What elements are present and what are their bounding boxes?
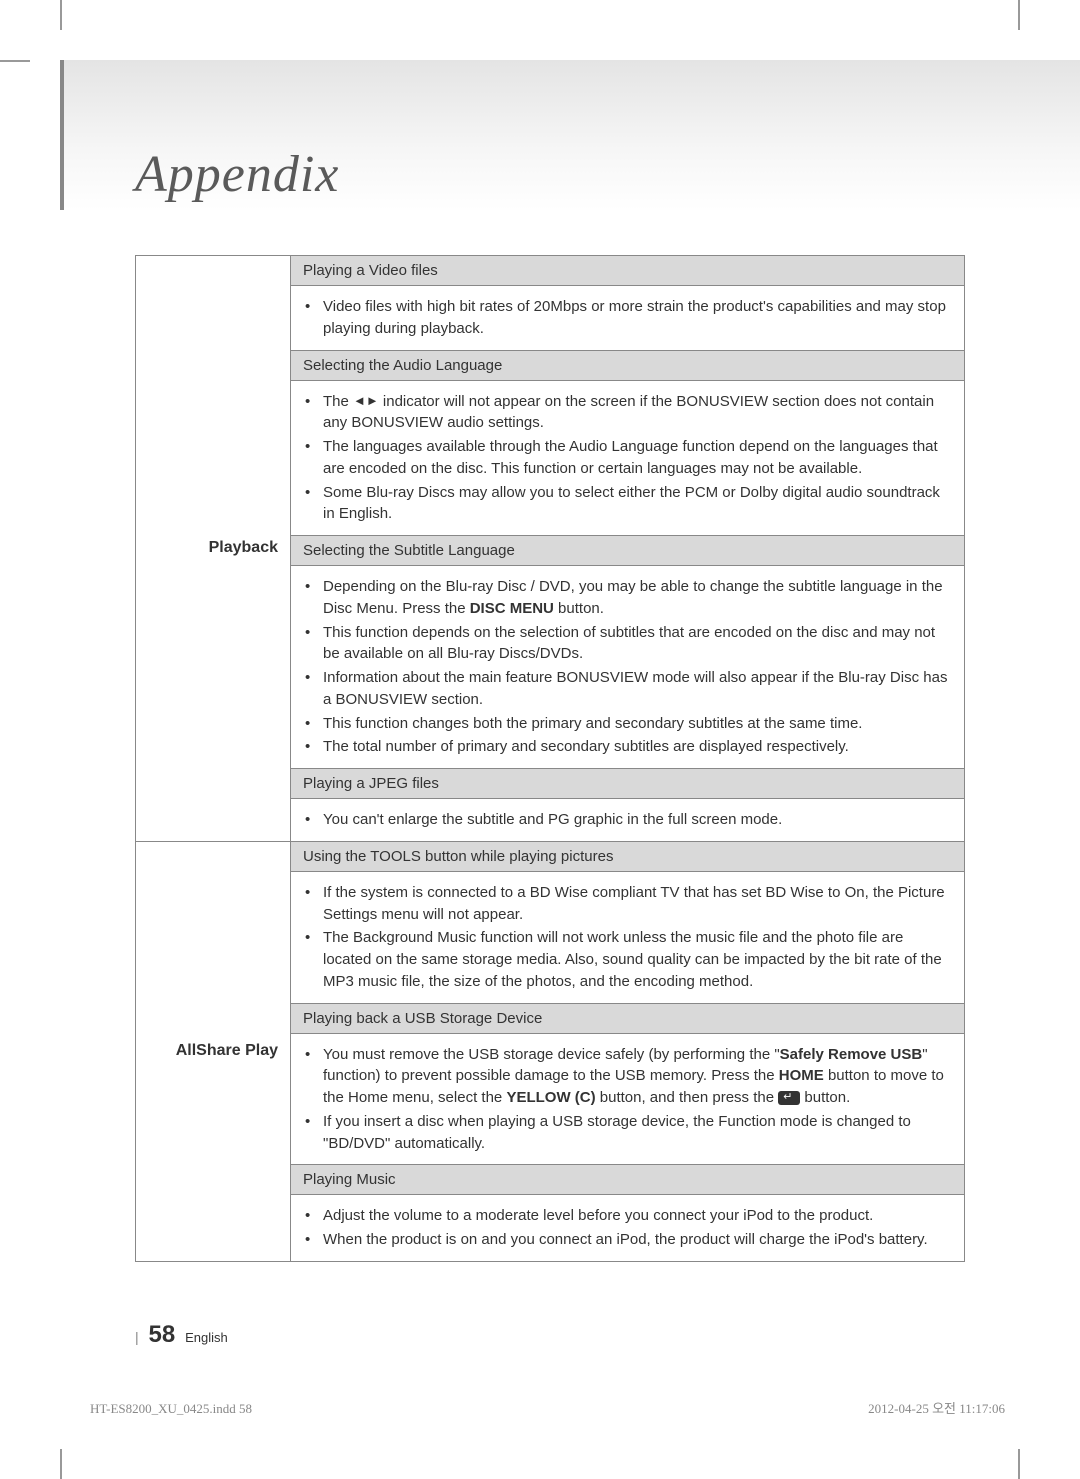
subhead: Selecting the Subtitle Language (291, 536, 965, 566)
left-right-arrows-icon: ◄► (353, 392, 379, 411)
subhead: Playing a Video files (291, 256, 965, 286)
list-item: Adjust the volume to a moderate level be… (317, 1205, 952, 1227)
page-footer: | 58 English (135, 1321, 228, 1349)
list-item: If the system is connected to a BD Wise … (317, 882, 952, 926)
category-allshare: AllShare Play (136, 841, 291, 1261)
category-playback: Playback (136, 256, 291, 842)
crop-mark (60, 1449, 62, 1479)
print-timestamp: 2012-04-25 오전 11:17:06 (868, 1398, 1005, 1417)
body-cell: Video files with high bit rates of 20Mbp… (291, 286, 965, 351)
list-item: The languages available through the Audi… (317, 436, 952, 480)
body-cell: You must remove the USB storage device s… (291, 1033, 965, 1165)
subhead: Playing a JPEG files (291, 769, 965, 799)
list-item: This function changes both the primary a… (317, 713, 952, 735)
body-cell: Adjust the volume to a moderate level be… (291, 1195, 965, 1262)
list-item: You can't enlarge the subtitle and PG gr… (317, 809, 952, 831)
subhead: Using the TOOLS button while playing pic… (291, 841, 965, 871)
list-item: This function depends on the selection o… (317, 622, 952, 666)
list-item: If you insert a disc when playing a USB … (317, 1111, 952, 1155)
header-accent-bar (60, 60, 64, 210)
list-item: Video files with high bit rates of 20Mbp… (317, 296, 952, 340)
list-item: The ◄► indicator will not appear on the … (317, 391, 952, 435)
print-filename: HT-ES8200_XU_0425.indd 58 (90, 1401, 252, 1417)
crop-mark (1018, 0, 1020, 30)
crop-mark (0, 60, 30, 62)
enter-icon (778, 1091, 800, 1105)
body-cell: If the system is connected to a BD Wise … (291, 871, 965, 1003)
subhead: Playing back a USB Storage Device (291, 1003, 965, 1033)
subhead: Selecting the Audio Language (291, 350, 965, 380)
crop-mark (1018, 1449, 1020, 1479)
crop-mark (60, 0, 62, 30)
page-title: Appendix (135, 145, 339, 204)
content-table: Playback Playing a Video files Video fil… (135, 255, 965, 1262)
footer-divider: | (135, 1329, 139, 1345)
list-item: The Background Music function will not w… (317, 927, 952, 992)
body-cell: The ◄► indicator will not appear on the … (291, 380, 965, 536)
list-item: The total number of primary and secondar… (317, 736, 952, 758)
subhead: Playing Music (291, 1165, 965, 1195)
list-item: Information about the main feature BONUS… (317, 667, 952, 711)
list-item: Depending on the Blu-ray Disc / DVD, you… (317, 576, 952, 620)
body-cell: You can't enlarge the subtitle and PG gr… (291, 799, 965, 842)
list-item: When the product is on and you connect a… (317, 1229, 952, 1251)
list-item: Some Blu-ray Discs may allow you to sele… (317, 482, 952, 526)
body-cell: Depending on the Blu-ray Disc / DVD, you… (291, 566, 965, 769)
page-language: English (185, 1330, 228, 1345)
list-item: You must remove the USB storage device s… (317, 1044, 952, 1109)
page-number: 58 (149, 1321, 176, 1348)
